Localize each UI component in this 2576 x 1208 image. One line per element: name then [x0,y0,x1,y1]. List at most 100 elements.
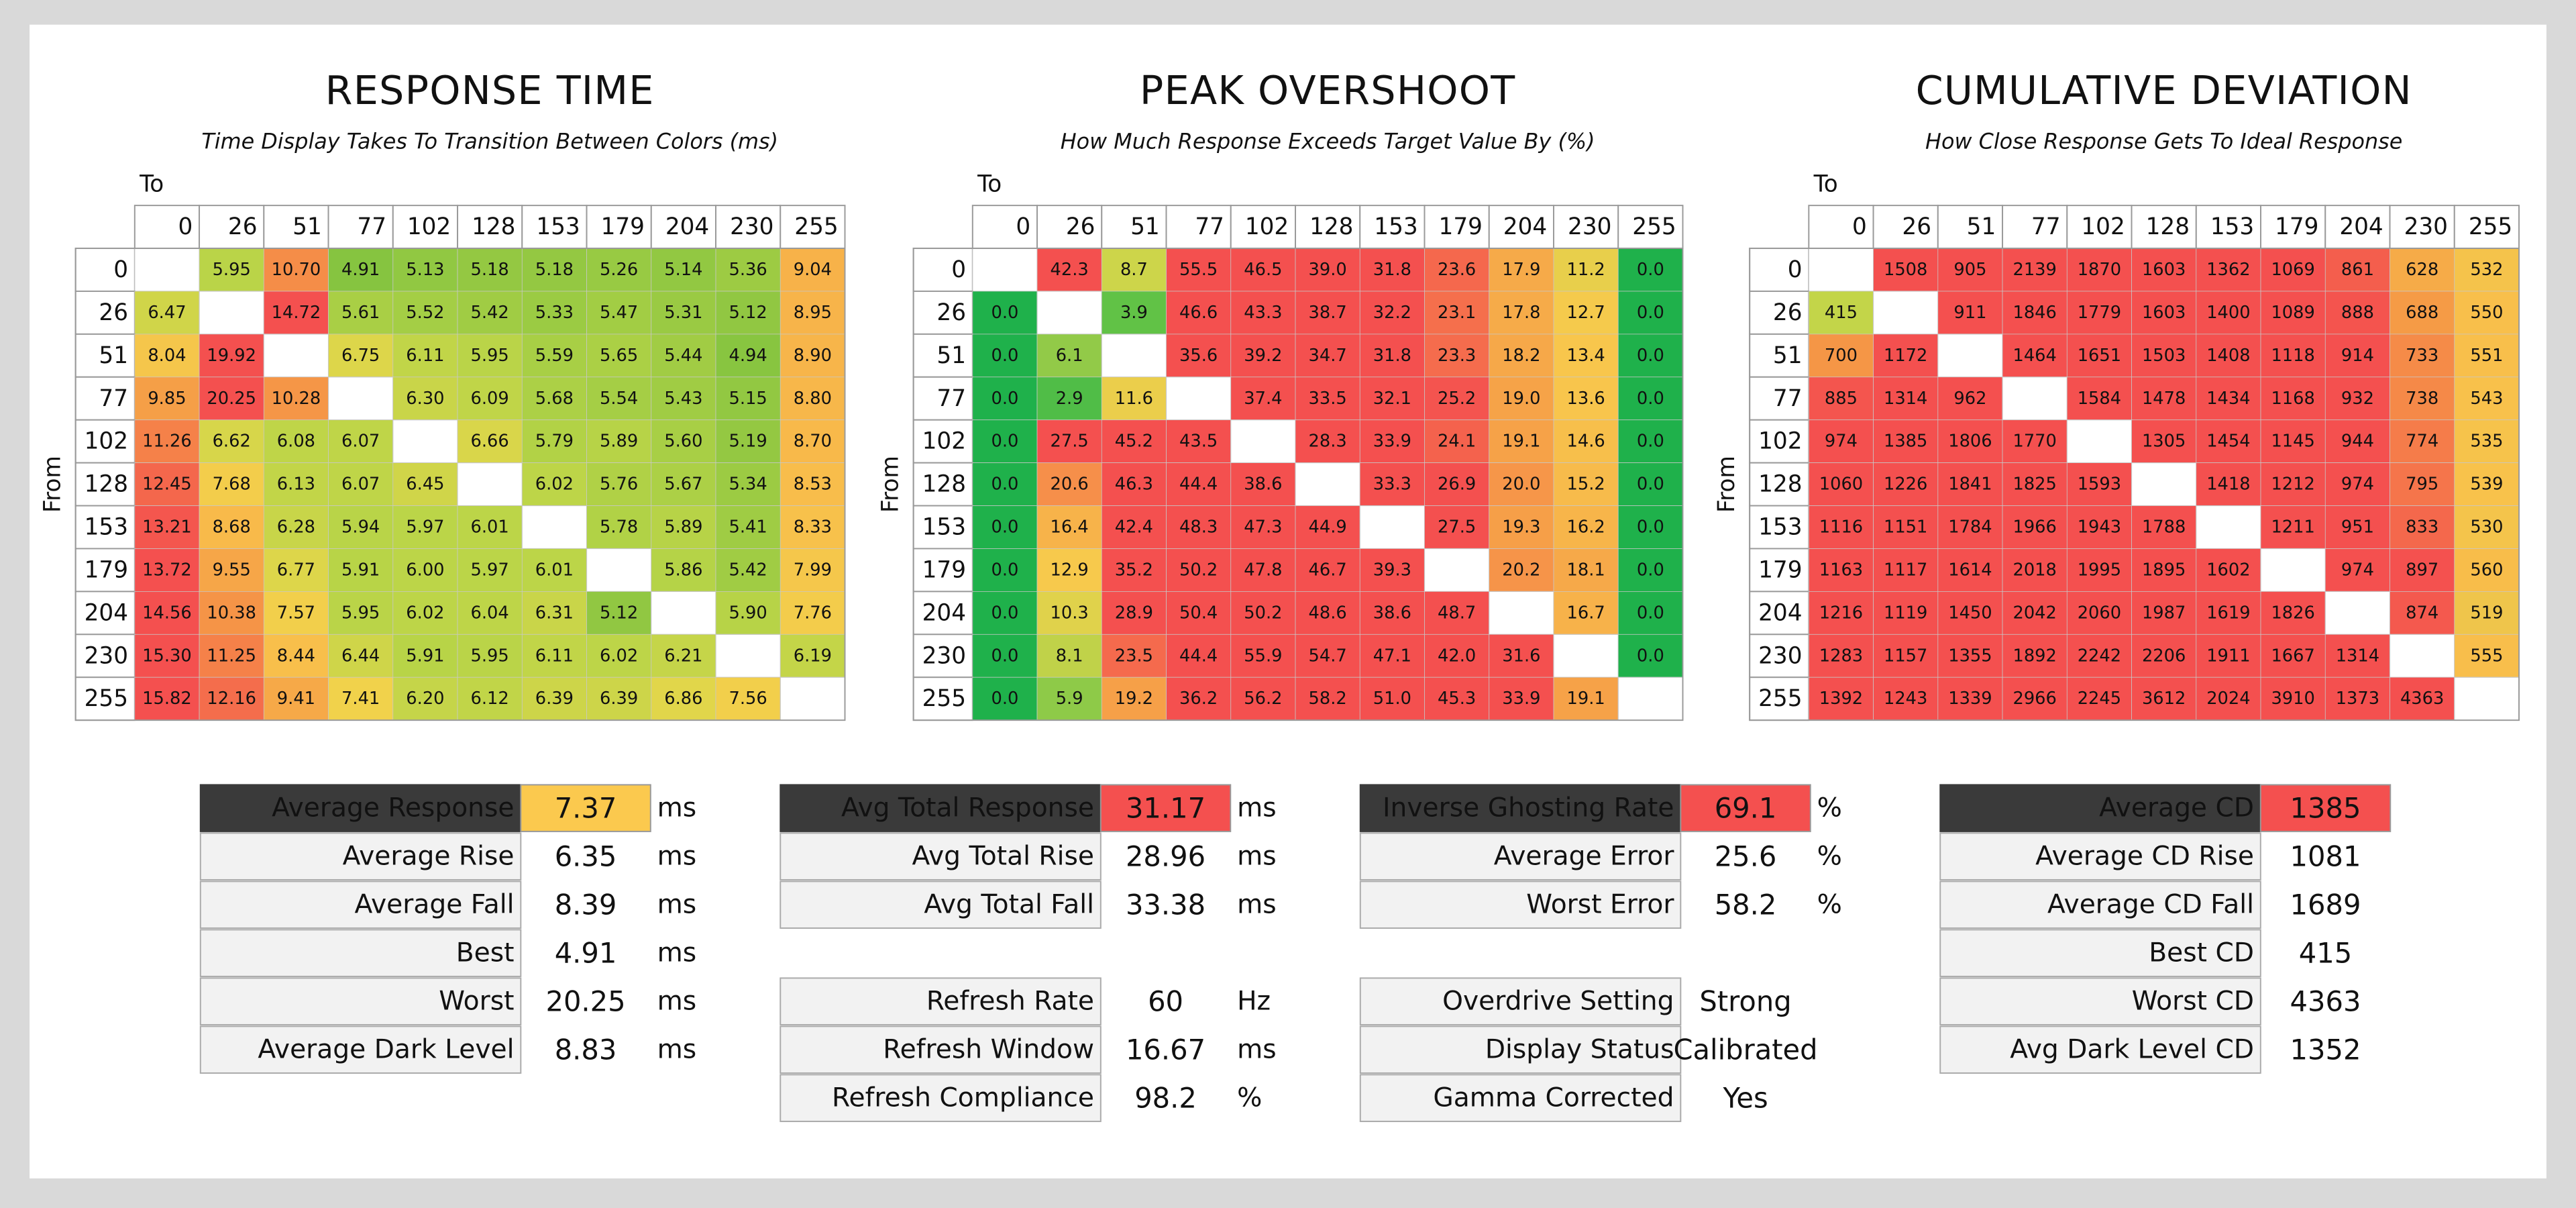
empty-cell [2454,676,2520,721]
cell-value: 32.1 [1373,389,1411,409]
cell-value: 0.0 [1637,260,1664,280]
stat-unit: % [1817,890,1842,920]
row-header: 77 [99,385,128,412]
cell-value: 6.01 [535,560,574,580]
cell-value: 42.4 [1115,517,1153,538]
heat-cell [2066,248,2132,292]
cell-value: 532 [2470,260,2503,280]
cell-value: 20.25 [207,389,256,409]
empty-cell [586,548,652,592]
heat-cell [1101,376,1167,421]
cell-value: 23.1 [1438,303,1476,323]
cell-value: 46.5 [1244,260,1282,280]
cell-value: 5.14 [664,260,702,280]
cell-value: 6.12 [471,689,509,709]
cell-value: 1216 [1819,603,1863,623]
heat-cell [2260,291,2326,335]
cell-value: 5.86 [664,560,702,580]
heat-cell [2002,419,2068,464]
heat-cell [2454,548,2520,592]
cell-value: 19.3 [1502,517,1540,538]
heat-cell [1295,676,1360,721]
heat-cell [1424,462,1490,506]
column-header: 204 [665,213,709,240]
cell-value: 0.0 [1637,474,1664,495]
empty-cell [263,334,329,378]
cell-value: 6.07 [341,474,380,495]
cell-value: 1508 [1884,260,1927,280]
heat-cell [972,505,1038,549]
heat-cell [1166,505,1232,549]
cell-value: 0.0 [991,346,1018,366]
row-header: 179 [1758,556,1802,583]
cell-value: 944 [2341,432,2374,452]
row-header: 128 [85,471,128,498]
cell-value: 5.19 [729,432,767,452]
heat-cell [2324,334,2390,378]
cell-value: 1418 [2206,474,2250,495]
heat-cell [521,376,587,421]
stat-unit: ms [657,890,697,920]
heat-cell [1489,676,1554,721]
cell-value: 2242 [2078,646,2121,666]
cell-value: 55.9 [1244,646,1282,666]
stat-value: 1352 [2290,1034,2361,1066]
heat-cell [2390,291,2455,335]
row-header: 26 [936,299,966,326]
cell-value: 5.79 [535,432,574,452]
heat-cell [651,376,716,421]
stat-unit: ms [1237,1035,1277,1065]
cell-value: 519 [2470,603,2503,623]
cell-value: 1060 [1819,474,1863,495]
heat-cell [1808,676,1874,721]
heat-cell [2324,505,2390,549]
stat-label-cell [199,977,522,1025]
heat-cell [1873,462,1939,506]
heat-cell [2324,291,2390,335]
column-header-cell [457,205,523,250]
cell-value: 738 [2406,389,2438,409]
cell-value: 885 [1825,389,1858,409]
empty-cell [2131,462,2197,507]
cell-value: 6.44 [341,646,380,666]
cell-value: 6.20 [406,689,444,709]
heat-cell [1036,505,1102,549]
stat-highlight [520,784,651,832]
heat-cell [1166,462,1232,506]
stat-value: 58.2 [1715,889,1777,921]
row-header: 179 [85,556,128,583]
heat-cell [1937,291,2003,335]
heat-cell [457,505,523,549]
cell-value: 6.02 [406,603,444,623]
cell-value: 3910 [2271,689,2314,709]
stat-unit: ms [1237,890,1277,920]
stat-label-head [199,784,522,832]
stat-label: Average CD [2099,793,2254,823]
stat-value: Strong [1699,985,1791,1018]
heat-cell [1101,248,1167,292]
cell-value: 1145 [2271,432,2314,452]
stat-highlight [1099,784,1232,832]
empty-cell [1489,591,1554,635]
row-header-cell [912,462,973,507]
stat-label-cell [1939,832,2261,880]
cell-value: 14.56 [142,603,192,623]
heat-cell [1295,591,1360,635]
cell-value: 5.12 [729,303,767,323]
stat-unit: ms [1237,793,1277,823]
cell-value: 8.44 [277,646,315,666]
heat-cell [2454,505,2520,549]
heat-cell [521,334,587,378]
heat-cell [199,591,264,635]
heat-cell [586,291,652,335]
cell-value: 1243 [1884,689,1927,709]
cell-value: 0.0 [991,603,1018,623]
empty-cell [2196,505,2261,550]
column-header: 51 [292,213,322,240]
cell-value: 0.0 [991,646,1018,666]
cell-value: 6.04 [471,603,509,623]
empty-cell [2389,634,2455,678]
cell-value: 12.16 [207,689,256,709]
cell-value: 1478 [2142,389,2186,409]
cell-value: 1846 [2012,303,2056,323]
